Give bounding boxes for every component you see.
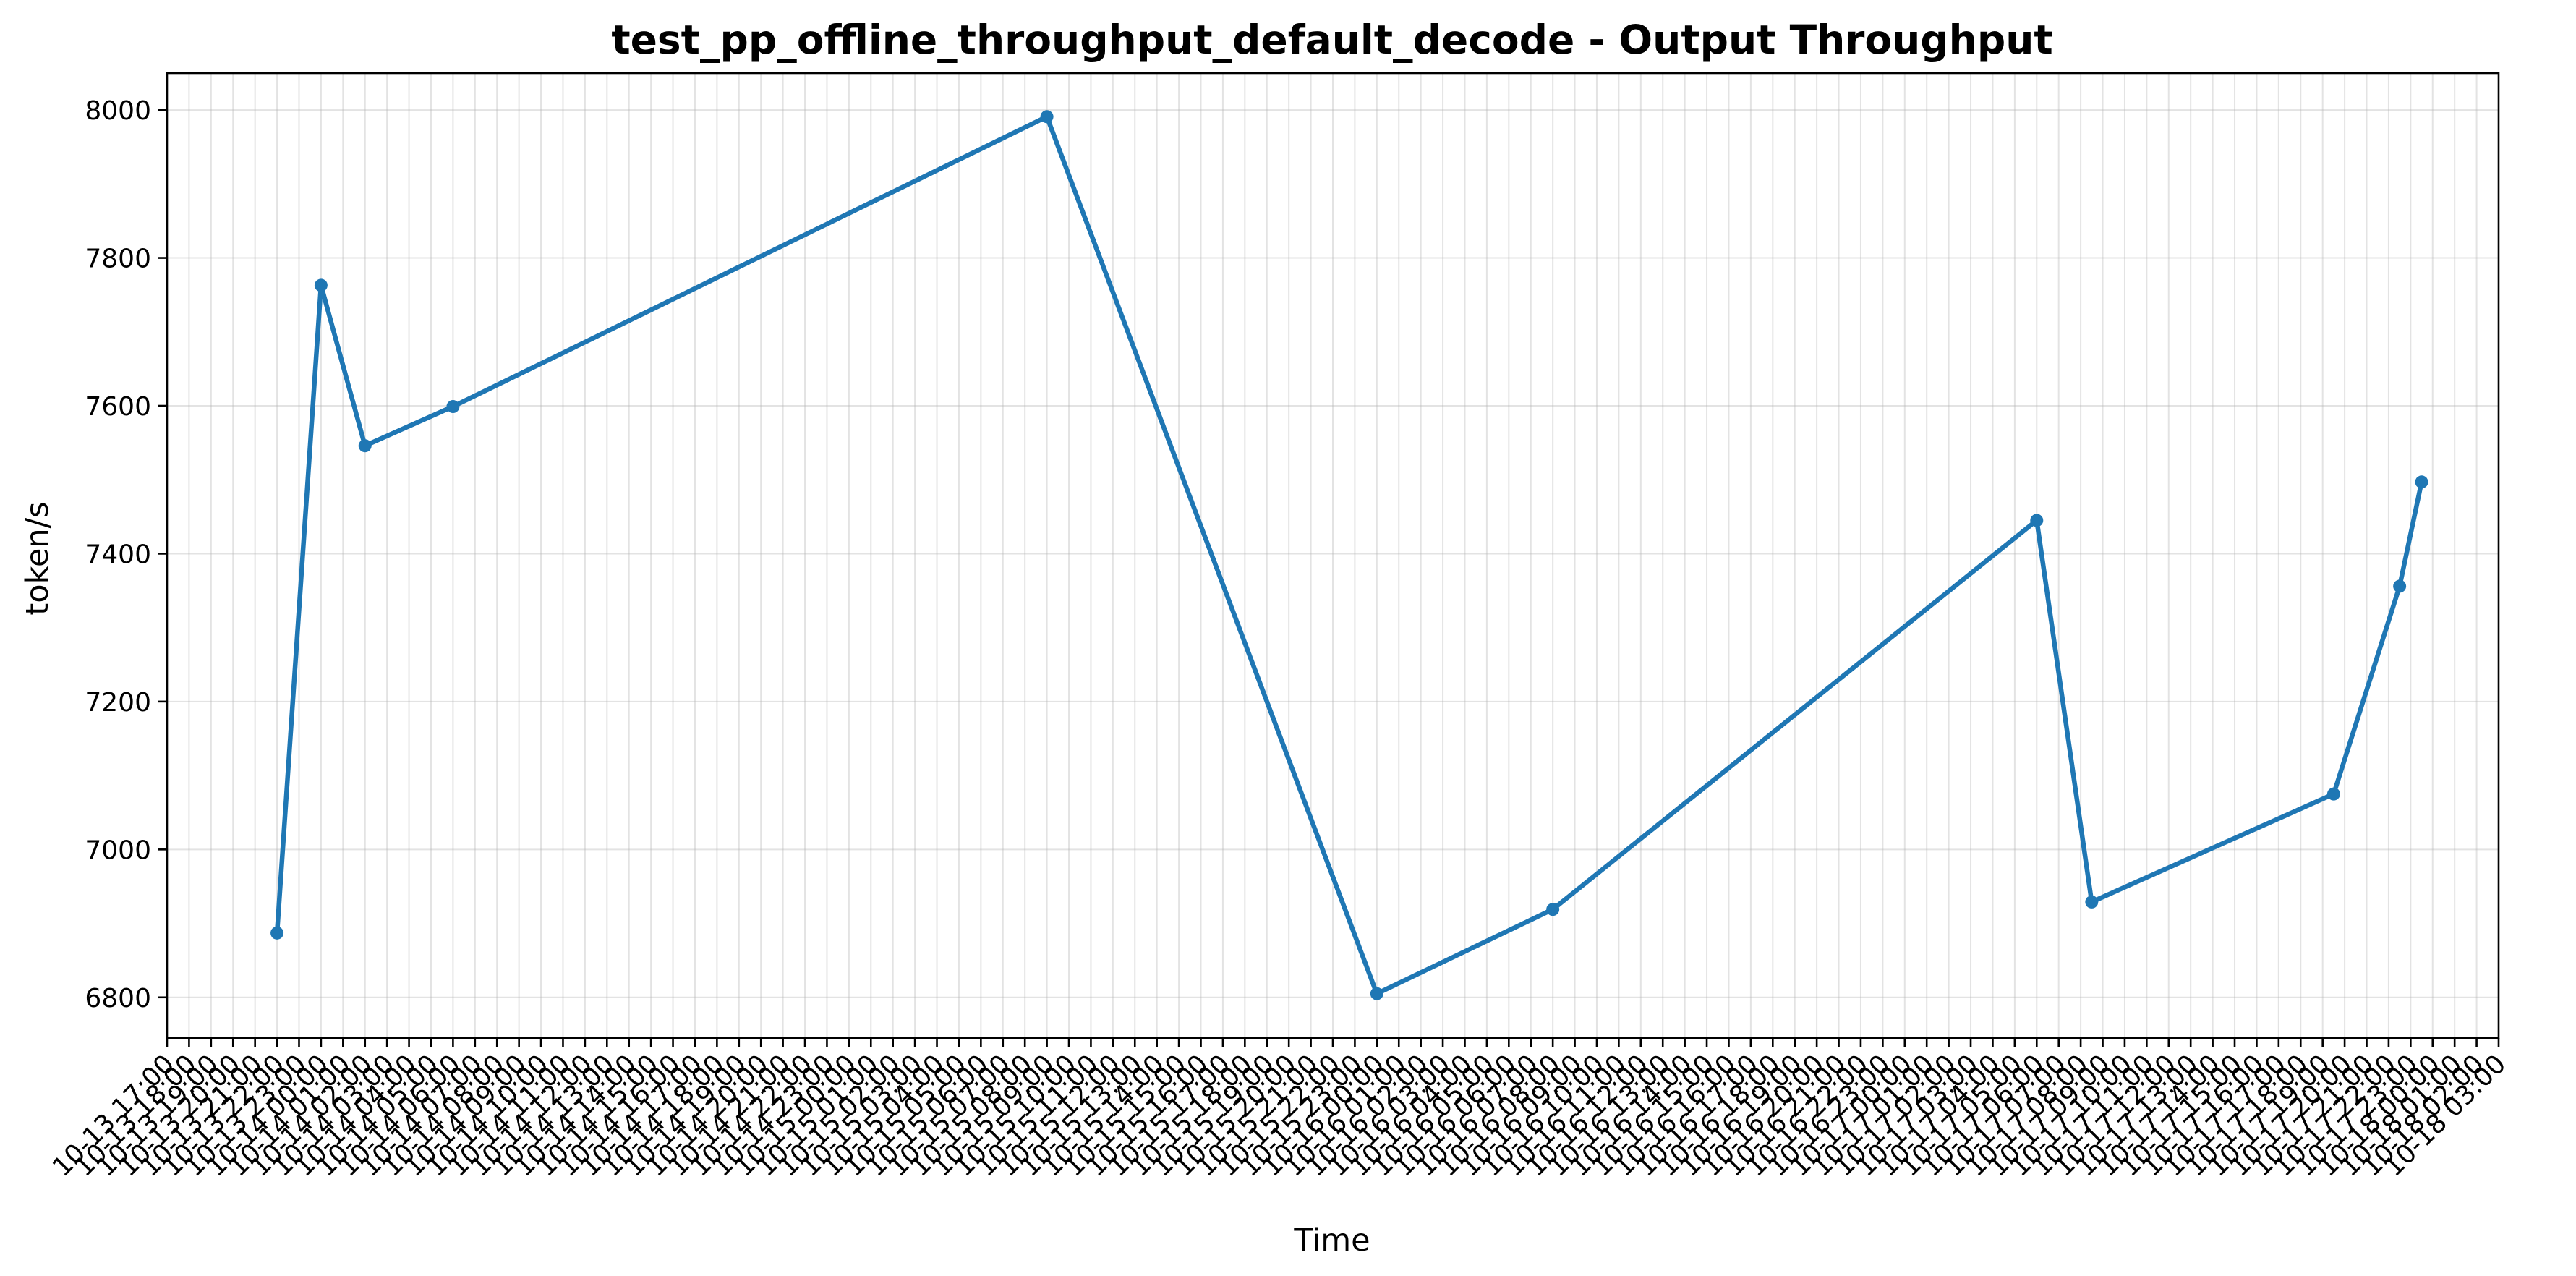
series-layer [270,110,2428,1000]
x-axis-label: Time [1293,1222,1370,1259]
data-point [358,439,372,453]
y-tick-label: 7400 [85,540,151,569]
y-axis-label: token/s [20,501,56,615]
y-tick-label: 8000 [85,96,151,126]
y-tick-label: 7000 [85,835,151,865]
data-point [2415,475,2428,489]
y-axis: 6800 7000 7200 7400 7600 7800 8000 [85,96,167,1013]
data-point [2393,579,2407,593]
y-tick-label: 7600 [85,392,151,422]
y-tick-label: 7800 [85,244,151,274]
data-point [1370,987,1383,1000]
gridlines [166,73,2499,1038]
data-point [1546,903,1560,916]
data-point [2030,514,2044,527]
data-point [314,278,328,292]
series-line [274,114,2424,996]
data-point [270,926,284,940]
data-point [2085,895,2099,909]
y-tick-label: 6800 [85,984,151,1013]
chart-title: test_pp_offline_throughput_default_decod… [611,17,2052,63]
data-point [446,400,460,414]
y-tick-label: 7200 [85,688,151,718]
data-point [1040,110,1054,124]
data-point [2326,787,2340,801]
